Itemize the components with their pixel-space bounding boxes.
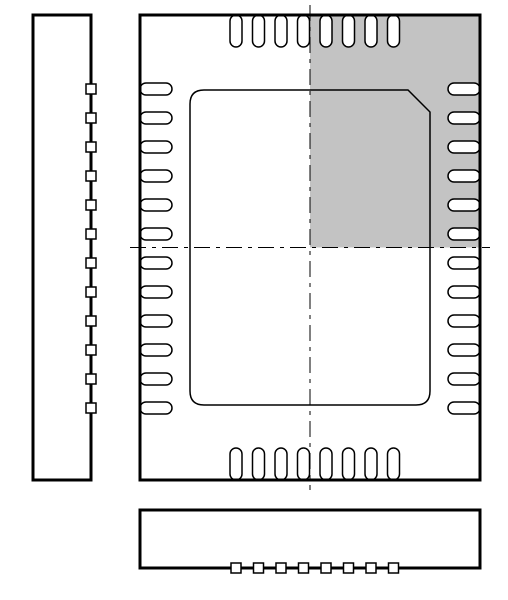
- side-lead: [86, 316, 96, 326]
- side-body-left: [33, 15, 91, 480]
- side-lead: [86, 287, 96, 297]
- side-lead: [299, 563, 309, 573]
- side-lead: [86, 84, 96, 94]
- side-lead: [86, 142, 96, 152]
- side-lead: [276, 563, 286, 573]
- side-lead: [321, 563, 331, 573]
- side-lead: [344, 563, 354, 573]
- side-lead: [86, 345, 96, 355]
- qfn-package-diagram: [0, 0, 508, 600]
- side-lead: [86, 403, 96, 413]
- side-lead: [389, 563, 399, 573]
- side-view-left: [33, 15, 96, 480]
- side-lead: [366, 563, 376, 573]
- side-lead: [86, 113, 96, 123]
- side-lead: [86, 258, 96, 268]
- shaded-quadrant: [310, 15, 480, 248]
- side-lead: [86, 374, 96, 384]
- side-view-bottom: [140, 510, 480, 573]
- top-view: [130, 5, 490, 490]
- side-lead: [86, 200, 96, 210]
- side-body-bottom: [140, 510, 480, 568]
- side-lead: [231, 563, 241, 573]
- side-lead: [86, 171, 96, 181]
- side-lead: [86, 229, 96, 239]
- side-lead: [254, 563, 264, 573]
